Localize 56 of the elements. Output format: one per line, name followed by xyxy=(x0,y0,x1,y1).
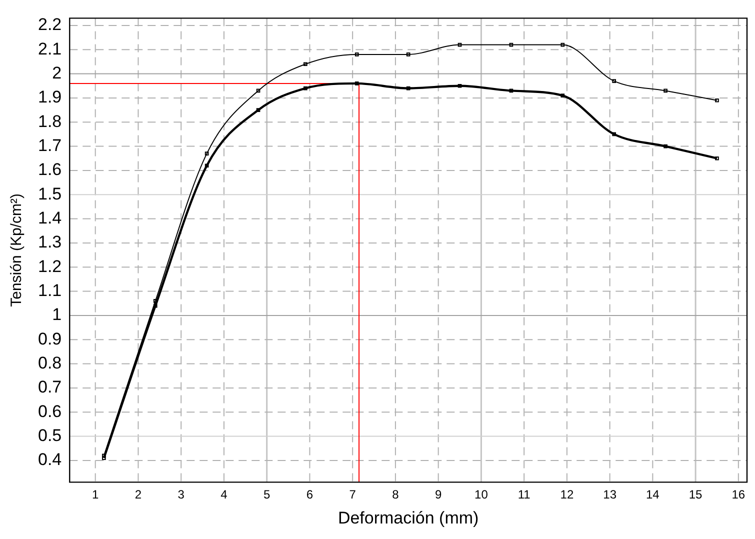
x-tick-label: 2 xyxy=(134,488,142,502)
y-tick-label: 1.1 xyxy=(38,280,62,300)
point xyxy=(715,156,719,160)
y-tick-label: 2.1 xyxy=(38,39,62,58)
point xyxy=(354,52,359,56)
x-tick-label: 10 xyxy=(474,488,488,502)
x-tick-label: 11 xyxy=(518,488,531,502)
y-tick-label: 1.3 xyxy=(38,232,62,252)
y-tick-label: 0.7 xyxy=(38,378,62,397)
point xyxy=(664,144,668,148)
y-tick-label: 0.8 xyxy=(38,353,62,372)
point xyxy=(304,86,308,90)
y-tick-label: 1.6 xyxy=(38,160,62,180)
x-tick-label: 16 xyxy=(732,488,746,502)
x-tick-label: 1 xyxy=(92,488,100,502)
x-tick-label: 6 xyxy=(306,488,314,502)
x-tick-label: 3 xyxy=(178,488,185,502)
y-tick-label: 1.4 xyxy=(38,208,62,228)
point xyxy=(612,79,616,83)
x-tick-label: 7 xyxy=(349,488,356,502)
y-tick-label: 1.7 xyxy=(38,136,62,155)
y-tick-label: 2.2 xyxy=(38,15,62,34)
point xyxy=(204,164,209,168)
point xyxy=(256,88,260,93)
x-tick-label: 15 xyxy=(688,488,703,502)
x-tick-label: 13 xyxy=(603,488,617,502)
y-tick-label: 1.8 xyxy=(38,112,62,131)
point xyxy=(204,152,209,156)
y-tick-label: 0.5 xyxy=(38,426,62,445)
y-tick-label: 1.9 xyxy=(38,88,62,107)
point xyxy=(612,132,616,136)
point xyxy=(560,42,565,47)
point xyxy=(509,42,514,47)
x-tick-label: 4 xyxy=(220,488,228,502)
y-tick-label: 1.5 xyxy=(38,184,62,204)
x-tick-label: 14 xyxy=(646,488,660,502)
x-tick-label: 12 xyxy=(560,488,574,502)
y-tick-label: 1 xyxy=(52,305,62,324)
point xyxy=(664,88,668,93)
y-tick-label: 2 xyxy=(52,63,62,82)
y-tick-label: 1.2 xyxy=(38,256,62,276)
point xyxy=(715,98,719,102)
point xyxy=(406,52,410,56)
x-axis-title: Deformación (mm) xyxy=(338,508,479,528)
point xyxy=(458,42,462,47)
x-tick-label: 8 xyxy=(392,488,400,502)
y-tick-label: 0.6 xyxy=(38,402,62,421)
x-tick-label: 9 xyxy=(434,488,442,502)
y-axis-title: Tensión (Kp/cm²) xyxy=(8,194,26,307)
point xyxy=(560,94,565,98)
x-tick-label: 5 xyxy=(263,488,270,502)
y-tick-label: 0.4 xyxy=(38,450,62,470)
y-tick-label: 0.9 xyxy=(38,329,62,348)
point xyxy=(406,86,410,90)
point xyxy=(304,62,308,66)
point xyxy=(509,88,514,93)
